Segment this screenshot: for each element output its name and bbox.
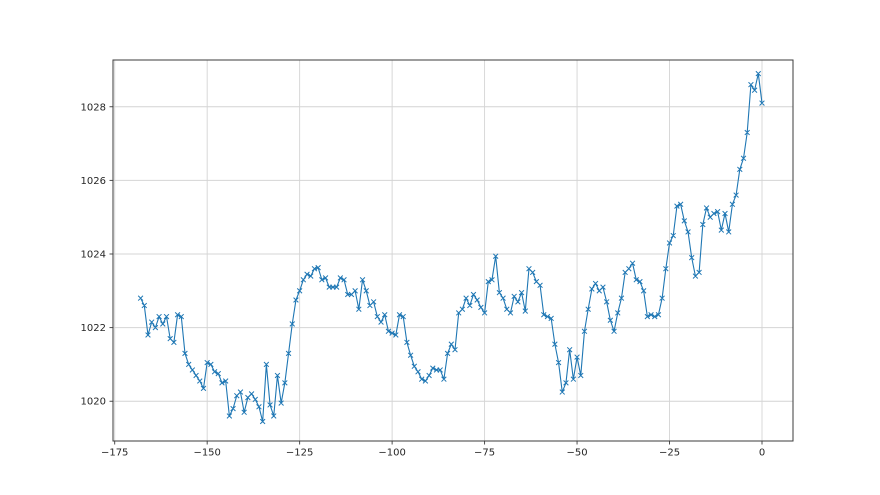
grid-lines	[113, 60, 793, 441]
y-axis-tick-label: 1028	[81, 102, 106, 113]
tick-marks	[109, 106, 763, 445]
y-axis-tick-label: 1022	[81, 323, 106, 334]
plot-border	[112, 59, 794, 442]
y-axis-tick-label: 1020	[81, 397, 106, 408]
series-line	[140, 73, 763, 423]
x-axis-tick-label: −75	[474, 448, 495, 459]
data-series	[137, 70, 765, 425]
axes	[112, 59, 794, 442]
y-axis-tick-label: 1026	[81, 176, 106, 187]
x-axis-tick-label: −100	[378, 448, 405, 459]
tick-labels: −175 −150 −125 −100 −75 −50 −25 0 1020 1022 1024 10…	[81, 102, 766, 458]
y-axis-tick-label: 1024	[81, 249, 106, 260]
x-axis-tick-label: −125	[286, 448, 313, 459]
x-markers	[137, 70, 765, 425]
x-axis-tick-label: −150	[193, 448, 220, 459]
x-axis-tick-label: −175	[101, 448, 128, 459]
x-axis-tick-label: −25	[659, 448, 680, 459]
x-axis-tick-label: −50	[567, 448, 588, 459]
x-axis-tick-label: 0	[759, 448, 765, 459]
